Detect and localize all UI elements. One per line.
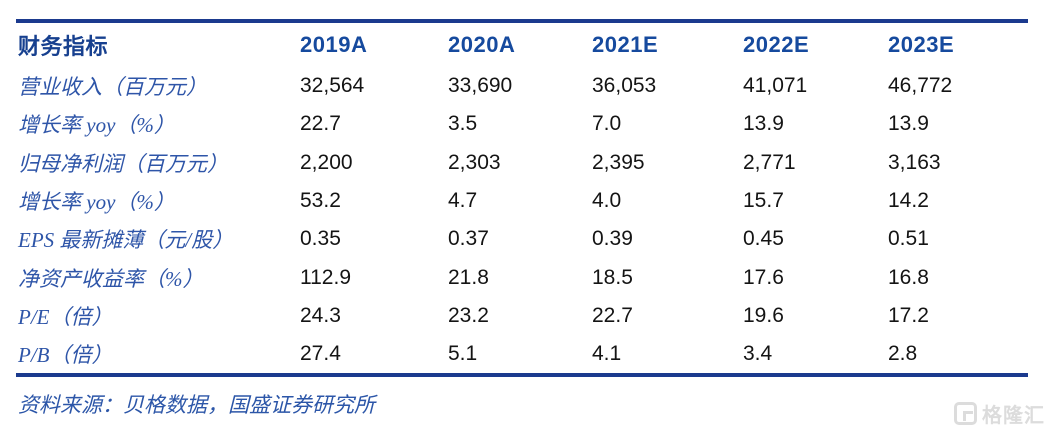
metric-label: 增长率 yoy（%） bbox=[18, 190, 175, 215]
metric-value: 21.8 bbox=[448, 265, 489, 289]
table-row-revenue: 营业收入（百万元） 32,564 33,690 36,053 41,071 46… bbox=[16, 67, 1028, 105]
metric-value: 3.4 bbox=[743, 342, 773, 366]
metric-label: P/E（倍） bbox=[18, 304, 113, 329]
metric-value: 24.3 bbox=[300, 303, 341, 327]
metric-value: 2,771 bbox=[743, 150, 796, 174]
metric-value: 13.9 bbox=[888, 112, 929, 136]
table-header-row: 财务指标 2019A 2020A 2021E 2022E 2023E bbox=[16, 23, 1028, 67]
metric-value: 23.2 bbox=[448, 303, 489, 327]
header-metric-name: 财务指标 bbox=[18, 34, 109, 59]
gelonghui-brand-text: 格隆汇 bbox=[982, 405, 1045, 427]
metric-value: 22.7 bbox=[300, 112, 341, 136]
metric-value: 5.1 bbox=[448, 342, 478, 366]
metric-value: 32,564 bbox=[300, 74, 365, 98]
metric-value: 18.5 bbox=[592, 265, 633, 289]
metric-value: 112.9 bbox=[300, 265, 351, 289]
financial-metrics-table: 财务指标 2019A 2020A 2021E 2022E 2023E 营业收入（… bbox=[16, 19, 1028, 378]
metric-value: 4.0 bbox=[592, 189, 622, 213]
metric-value: 53.2 bbox=[300, 189, 341, 213]
metric-value: 17.2 bbox=[888, 303, 929, 327]
header-2019a: 2019A bbox=[300, 32, 368, 57]
metric-label: 营业收入（百万元） bbox=[18, 75, 207, 100]
metric-label: P/B（倍） bbox=[18, 343, 113, 368]
metric-value: 2,303 bbox=[448, 150, 501, 174]
metric-value: 4.1 bbox=[592, 342, 622, 366]
metric-value: 27.4 bbox=[300, 342, 341, 366]
table-row-revenue-growth: 增长率 yoy（%） 22.7 3.5 7.0 13.9 13.9 bbox=[16, 105, 1028, 143]
metric-value: 0.51 bbox=[888, 227, 929, 251]
data-source-note: 资料来源：贝格数据，国盛证券研究所 bbox=[18, 393, 375, 417]
metric-label: 增长率 yoy（%） bbox=[18, 113, 175, 138]
metric-value: 36,053 bbox=[592, 74, 657, 98]
metric-value: 16.8 bbox=[888, 265, 929, 289]
metric-value: 3.5 bbox=[448, 112, 478, 136]
metric-value: 19.6 bbox=[743, 303, 784, 327]
table-row-pe: P/E（倍） 24.3 23.2 22.7 19.6 17.2 bbox=[16, 297, 1028, 335]
metric-value: 0.39 bbox=[592, 227, 633, 251]
metric-value: 22.7 bbox=[592, 303, 633, 327]
header-2022e: 2022E bbox=[743, 32, 810, 57]
metric-value: 2,395 bbox=[592, 150, 645, 174]
metric-value: 3,163 bbox=[888, 150, 941, 174]
metric-value: 7.0 bbox=[592, 112, 622, 136]
metric-value: 13.9 bbox=[743, 112, 784, 136]
table-row-eps: EPS 最新摊薄（元/股） 0.35 0.37 0.39 0.45 0.51 bbox=[16, 220, 1028, 258]
metric-value: 0.45 bbox=[743, 227, 784, 251]
table-row-profit-growth: 增长率 yoy（%） 53.2 4.7 4.0 15.7 14.2 bbox=[16, 182, 1028, 220]
metric-value: 14.2 bbox=[888, 189, 929, 213]
metric-value: 2.8 bbox=[888, 342, 918, 366]
metric-value: 0.37 bbox=[448, 227, 489, 251]
gelonghui-watermark: 格隆汇 bbox=[954, 399, 1045, 428]
header-2023e: 2023E bbox=[888, 32, 955, 57]
metric-value: 33,690 bbox=[448, 74, 513, 98]
metric-value: 4.7 bbox=[448, 189, 478, 213]
metric-value: 17.6 bbox=[743, 265, 784, 289]
metric-value: 46,772 bbox=[888, 74, 953, 98]
metric-value: 41,071 bbox=[743, 74, 808, 98]
metric-label: 净资产收益率（%） bbox=[18, 266, 204, 291]
metric-value: 2,200 bbox=[300, 150, 353, 174]
metric-label: 归母净利润（百万元） bbox=[18, 151, 228, 176]
metric-label: EPS 最新摊薄（元/股） bbox=[18, 228, 234, 253]
table-row-roe: 净资产收益率（%） 112.9 21.8 18.5 17.6 16.8 bbox=[16, 258, 1028, 296]
metric-value: 15.7 bbox=[743, 189, 784, 213]
table-row-net-profit: 归母净利润（百万元） 2,200 2,303 2,395 2,771 3,163 bbox=[16, 144, 1028, 182]
metric-value: 0.35 bbox=[300, 227, 341, 251]
table-row-pb: P/B（倍） 27.4 5.1 4.1 3.4 2.8 bbox=[16, 335, 1028, 373]
gelonghui-logo-icon bbox=[954, 402, 977, 425]
header-2020a: 2020A bbox=[448, 32, 516, 57]
header-2021e: 2021E bbox=[592, 32, 659, 57]
